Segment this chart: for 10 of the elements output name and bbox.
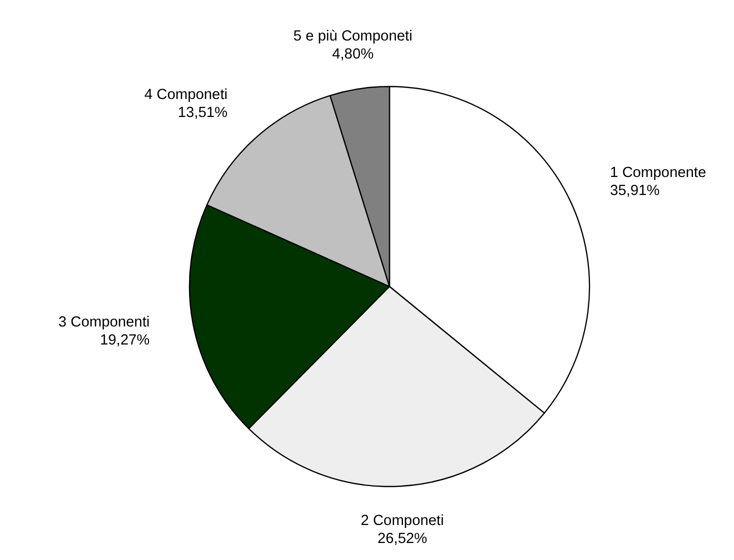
- data-label: 35,91%: [610, 182, 660, 199]
- slice-label: 4 Componeti: [144, 87, 228, 104]
- slice-label: 2 Componeti: [360, 513, 444, 530]
- slice-label: 5 e più Componeti: [293, 28, 412, 44]
- data-label: 26,52%: [377, 531, 428, 548]
- data-label: 13,51%: [178, 105, 228, 122]
- data-label: 19,27%: [100, 332, 150, 348]
- slice-label: 3 Componenti: [58, 314, 150, 330]
- data-label: 4,80%: [332, 46, 374, 62]
- slice-label: 1 Componente: [610, 164, 706, 181]
